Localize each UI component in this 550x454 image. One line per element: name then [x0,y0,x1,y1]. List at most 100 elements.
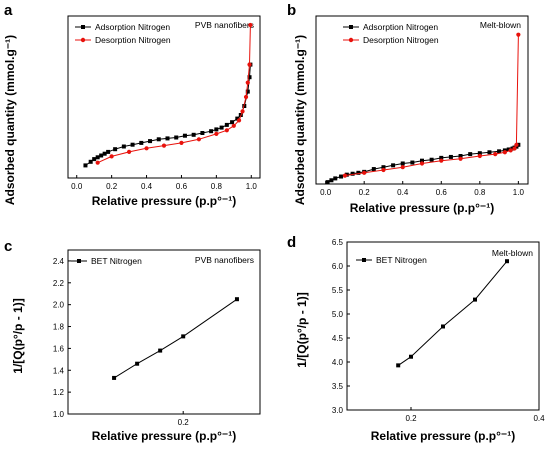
data-point-d-0-3 [473,297,477,302]
data-point-a-1-2 [126,149,132,154]
plot-area-a: 0.0 0.2 0.4 0.6 0.8 1.0 [71,22,257,191]
legend-marker-bet-d [362,258,366,262]
data-point-b-0-9 [381,165,386,170]
data-point-a-0-0 [83,163,88,168]
legend-b: Adsorption Nitrogen Desorption Nitrogen [343,22,439,45]
y-axis-title-b: Adsorbed quantity (mmol.g⁻¹) [293,35,307,205]
data-point-a-0-16 [191,132,196,137]
data-point-a-1-8 [224,128,229,133]
y-tick-label-d-2: 4.0 [332,358,344,367]
data-point-b-1-9 [502,150,507,155]
data-point-b-0-18 [468,152,473,157]
series-line-b-1 [344,34,519,177]
data-point-c-0-1 [135,361,140,366]
legend-marker-desorption-b [348,37,354,43]
x-axis-title-c: Relative pressure (p.p°⁻¹) [92,429,237,443]
data-point-a-0-11 [148,139,153,144]
y-tick-label-c-2: 1.4 [53,366,65,375]
y-tick-label-c-3: 1.6 [53,344,65,353]
data-point-a-0-1 [88,159,93,164]
data-point-b-1-0 [342,173,348,178]
y-tick-label-d-1: 3.5 [332,382,344,391]
data-point-b-0-20 [487,150,492,155]
data-point-b-0-4 [344,172,349,177]
legend-marker-adsorption-b [349,25,353,29]
data-point-a-0-4 [99,153,104,158]
data-point-b-1-6 [458,156,463,161]
data-point-a-0-18 [209,129,214,134]
data-point-a-0-7 [113,147,118,152]
plot-frame-a [67,15,261,179]
data-point-a-0-9 [130,142,135,147]
plot-frame-c [67,249,261,415]
data-point-b-1-10 [508,148,513,153]
y-axis-title-a: Adsorbed quantity (mmol.g⁻¹) [3,35,17,205]
legend-label-bet-d: BET Nitrogen [376,255,427,265]
data-point-b-1-12 [514,142,519,147]
data-point-a-0-26 [245,89,250,94]
data-point-b-1-13 [516,32,521,37]
panel-letter-b: b [287,2,296,19]
sample-label-d: Melt-blown [492,248,533,258]
legend-a: Adsorption Nitrogen Desorption Nitrogen [75,22,171,45]
data-point-b-0-8 [371,167,376,172]
x-axis-title-a: Relative pressure (p.p°⁻¹) [92,194,237,208]
data-point-b-0-6 [356,170,361,175]
panel-a: a Adsorbed quantity (mmol.g⁻¹) PVB nanof… [3,2,261,208]
data-point-b-0-21 [497,149,502,154]
plot-frame-d [346,241,540,411]
data-point-d-0-0 [396,363,401,368]
legend-marker-bet-c [77,259,81,263]
legend-marker-desorption-a [80,37,86,43]
sample-label-b: Melt-blown [480,20,521,30]
x-tick-label-b-0: 0.0 [320,188,332,197]
data-point-a-0-8 [121,144,126,149]
y-tick-label-c-5: 2.0 [53,301,65,310]
series-line-a-1 [97,24,251,164]
data-point-a-1-15 [248,22,253,28]
x-tick-label-a-4: 0.8 [211,182,223,191]
data-point-a-1-13 [245,80,250,85]
panel-letter-d: d [287,234,296,251]
data-point-a-1-3 [144,146,149,151]
series-line-d-0 [397,260,508,366]
data-point-a-1-4 [161,143,167,148]
data-point-a-1-11 [240,109,245,114]
sample-label-c: PVB nanofibers [195,255,254,265]
plot-frame-b [315,15,529,185]
data-point-a-1-7 [214,131,219,136]
y-tick-label-c-6: 2.2 [53,279,65,288]
data-point-b-1-5 [439,158,444,163]
data-point-b-1-2 [381,167,386,173]
y-tick-label-d-7: 6.5 [332,238,344,247]
data-point-b-0-16 [448,154,453,159]
x-tick-label-a-0: 0.0 [71,182,83,191]
x-tick-label-d-1: 0.4 [533,414,545,423]
legend-marker-adsorption-a [81,25,85,29]
legend-c: BET Nitrogen [71,256,142,266]
x-tick-label-b-5: 1.0 [513,188,525,197]
data-point-a-1-10 [236,118,242,123]
panel-d: d 1/[Q(p°/p - 1)] Melt-blown BET Nitroge… [287,234,545,443]
y-tick-label-c-1: 1.2 [53,388,65,397]
data-point-b-0-14 [429,157,434,162]
y-tick-label-d-3: 4.5 [332,334,344,343]
x-tick-label-a-1: 0.2 [106,182,118,191]
data-point-b-1-8 [493,152,498,157]
data-point-a-0-17 [200,131,205,135]
data-point-a-1-0 [95,160,100,165]
legend-label-adsorption-a: Adsorption Nitrogen [95,22,170,32]
plot-area-d: 0.2 0.4 3.0 3.5 4.0 4.5 5.0 5.5 6.0 6.5 [332,238,545,423]
data-point-b-0-19 [477,151,482,156]
x-tick-label-b-1: 0.2 [359,188,371,197]
data-point-a-0-5 [102,151,107,156]
data-point-a-0-3 [95,155,100,160]
data-point-a-0-14 [174,135,179,140]
y-tick-label-d-0: 3.0 [332,406,344,415]
data-point-b-1-7 [477,153,482,159]
data-point-d-0-1 [409,354,413,359]
x-tick-label-c-0: 0.2 [178,418,190,427]
legend-label-adsorption-b: Adsorption Nitrogen [363,22,438,32]
data-point-b-0-5 [350,171,355,176]
data-point-a-1-1 [109,154,114,159]
